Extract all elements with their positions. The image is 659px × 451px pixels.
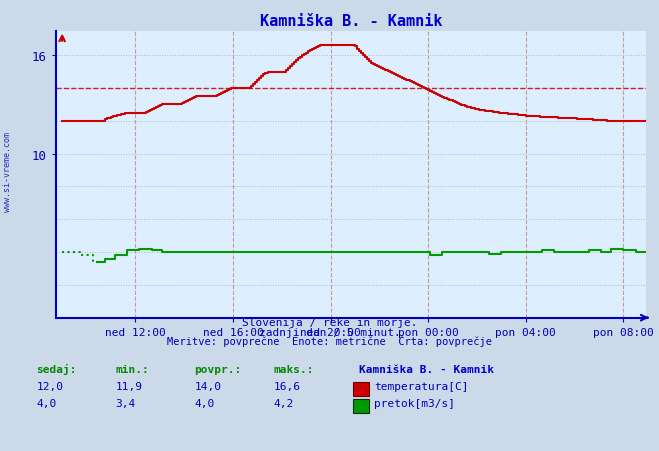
Text: 11,9: 11,9 [115, 381, 142, 391]
Text: 4,0: 4,0 [194, 398, 215, 408]
Text: zadnji dan / 5 minut.: zadnji dan / 5 minut. [258, 327, 401, 337]
Title: Kamniška B. - Kamnik: Kamniška B. - Kamnik [260, 14, 442, 29]
Text: Meritve: povprečne  Enote: metrične  Črta: povprečje: Meritve: povprečne Enote: metrične Črta:… [167, 335, 492, 346]
Text: 16,6: 16,6 [273, 381, 301, 391]
Text: www.si-vreme.com: www.si-vreme.com [3, 132, 13, 211]
Text: 14,0: 14,0 [194, 381, 221, 391]
Text: maks.:: maks.: [273, 364, 314, 374]
Text: Slovenija / reke in morje.: Slovenija / reke in morje. [242, 318, 417, 327]
Text: 4,0: 4,0 [36, 398, 57, 408]
Text: povpr.:: povpr.: [194, 364, 242, 374]
Text: Kamniška B. - Kamnik: Kamniška B. - Kamnik [359, 364, 494, 374]
Text: 4,2: 4,2 [273, 398, 294, 408]
Text: temperatura[C]: temperatura[C] [374, 381, 469, 391]
Text: sedaj:: sedaj: [36, 363, 76, 374]
Text: 12,0: 12,0 [36, 381, 63, 391]
Text: min.:: min.: [115, 364, 149, 374]
Text: 3,4: 3,4 [115, 398, 136, 408]
Text: pretok[m3/s]: pretok[m3/s] [374, 398, 455, 408]
